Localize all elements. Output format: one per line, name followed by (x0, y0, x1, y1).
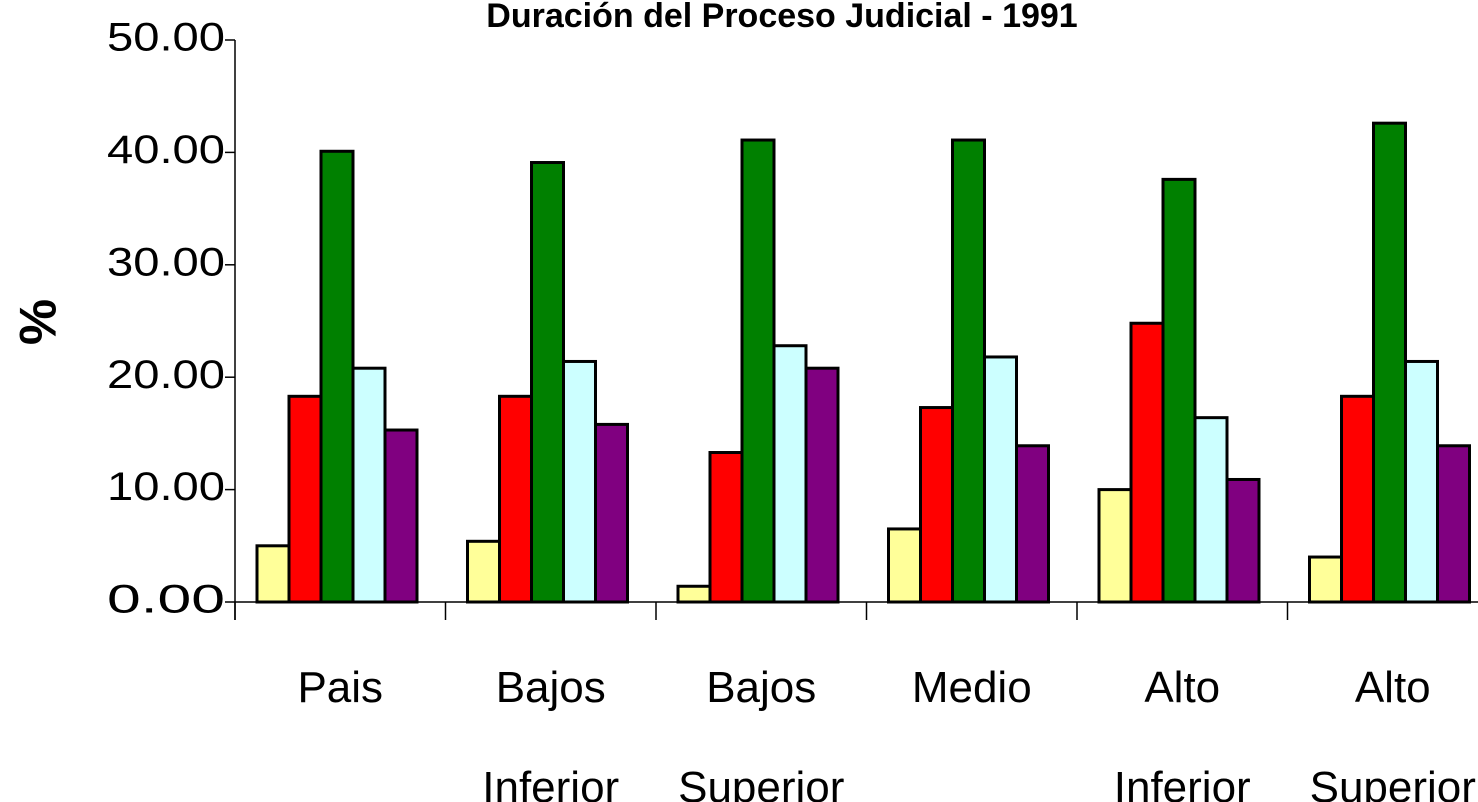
y-tick-label: 0.00 (107, 578, 225, 622)
x-tick-label-line: Pais (297, 663, 383, 712)
bar (740, 138, 776, 604)
bar (594, 422, 629, 604)
bar (1404, 359, 1439, 604)
x-tick-label-line: Alto (1355, 663, 1431, 712)
bar (919, 406, 954, 604)
y-tick-label: 10.00 (107, 465, 225, 509)
bar (466, 539, 501, 604)
bar (1015, 444, 1050, 604)
bar (676, 584, 712, 604)
x-tick-label-line: Inferior (482, 763, 619, 802)
bar (319, 149, 355, 604)
bar (951, 138, 986, 604)
bar (383, 428, 419, 604)
y-tick-label: 40.00 (107, 128, 225, 172)
bar (887, 527, 922, 604)
bar (530, 161, 565, 604)
bar (1161, 177, 1197, 604)
x-tick-label: Alto Superior (1310, 663, 1476, 802)
x-tick-label-line: Superior (678, 763, 844, 802)
bar (1129, 321, 1165, 604)
x-tick-label-line: Medio (912, 663, 1032, 712)
bar (983, 355, 1018, 604)
bar (1193, 416, 1229, 604)
bar (351, 366, 387, 604)
bar (1436, 444, 1471, 604)
x-tick-label-line: Bajos (496, 663, 606, 712)
bar (1225, 477, 1261, 604)
x-tick-label: Medio (912, 663, 1032, 712)
bar (1097, 488, 1133, 604)
y-tick-label: 50.00 (107, 16, 225, 60)
bar (804, 366, 840, 604)
x-tick-label-line: Superior (1310, 763, 1476, 802)
bar (255, 544, 291, 604)
y-tick-label: 30.00 (107, 240, 225, 284)
y-axis-label: % (10, 299, 68, 345)
bar (1340, 394, 1375, 604)
bar (287, 394, 323, 604)
x-tick-label-line: Alto (1144, 663, 1220, 712)
bar (562, 359, 597, 604)
bar (772, 344, 808, 604)
y-tick-label: 20.00 (107, 353, 225, 397)
bar (1308, 555, 1343, 604)
x-tick-label: Bajos Inferior (482, 663, 619, 802)
bar (1372, 121, 1407, 604)
bar (708, 451, 744, 604)
x-tick-label: Alto Inferior (1114, 663, 1251, 802)
bar (498, 394, 533, 604)
x-tick-label-line: Inferior (1114, 763, 1251, 802)
x-tick-label-line: Bajos (706, 663, 816, 712)
x-tick-label: Bajos Superior (678, 663, 844, 802)
chart-title: Duración del Proceso Judicial - 1991 (486, 0, 1077, 35)
x-tick-label: Pais (297, 663, 383, 712)
